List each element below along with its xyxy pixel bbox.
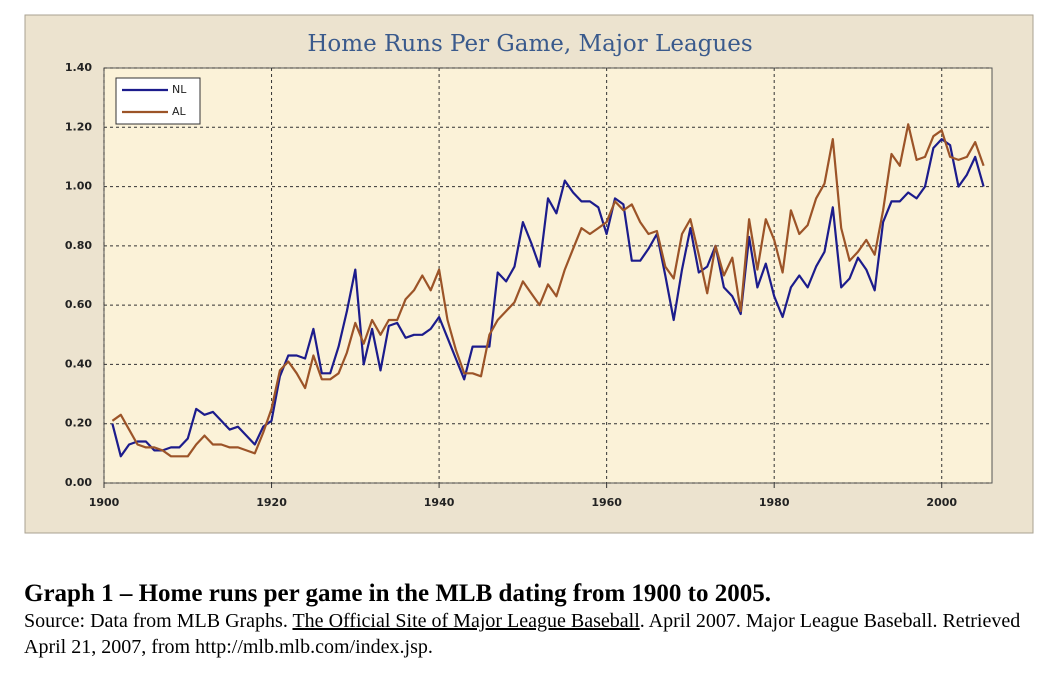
caption-source: Source: Data from MLB Graphs. The Offici… <box>24 608 1024 660</box>
x-tick-label: 1960 <box>591 496 622 509</box>
y-tick-label: 0.40 <box>65 357 92 370</box>
y-tick-label: 0.80 <box>65 239 92 252</box>
line-series <box>111 123 985 458</box>
chart: Home Runs Per Game, Major Leagues 0.00 0.… <box>24 14 1034 534</box>
y-tick-label: 1.20 <box>65 120 92 133</box>
y-tick-label: 1.40 <box>65 61 92 74</box>
y-tick-label: 0.20 <box>65 417 92 430</box>
line-series <box>111 138 985 458</box>
plot-area <box>103 67 993 484</box>
source-text: . April 2007. Major League Baseball. Ret… <box>24 610 1021 658</box>
legend-label: AL <box>172 105 187 118</box>
chart-title: Home Runs Per Game, Major Leagues <box>307 31 752 57</box>
y-tick-label: 0.00 <box>65 476 92 489</box>
y-tick-label: 1.00 <box>65 180 92 193</box>
caption: Graph 1 – Home runs per game in the MLB … <box>24 580 1024 660</box>
x-tick-label: 1980 <box>759 496 790 509</box>
x-tick-label: 1920 <box>256 496 287 509</box>
source-link: The Official Site of Major League Baseba… <box>292 610 640 632</box>
legend-label: NL <box>172 83 187 96</box>
legend-box <box>115 77 201 125</box>
x-tick-label: 1940 <box>424 496 455 509</box>
x-tick-label: 2000 <box>926 496 957 509</box>
caption-title: Graph 1 – Home runs per game in the MLB … <box>24 580 771 607</box>
x-tick-label: 1900 <box>89 496 120 509</box>
y-tick-label: 0.60 <box>65 298 92 311</box>
source-text: Source: Data from MLB Graphs. <box>24 610 288 632</box>
